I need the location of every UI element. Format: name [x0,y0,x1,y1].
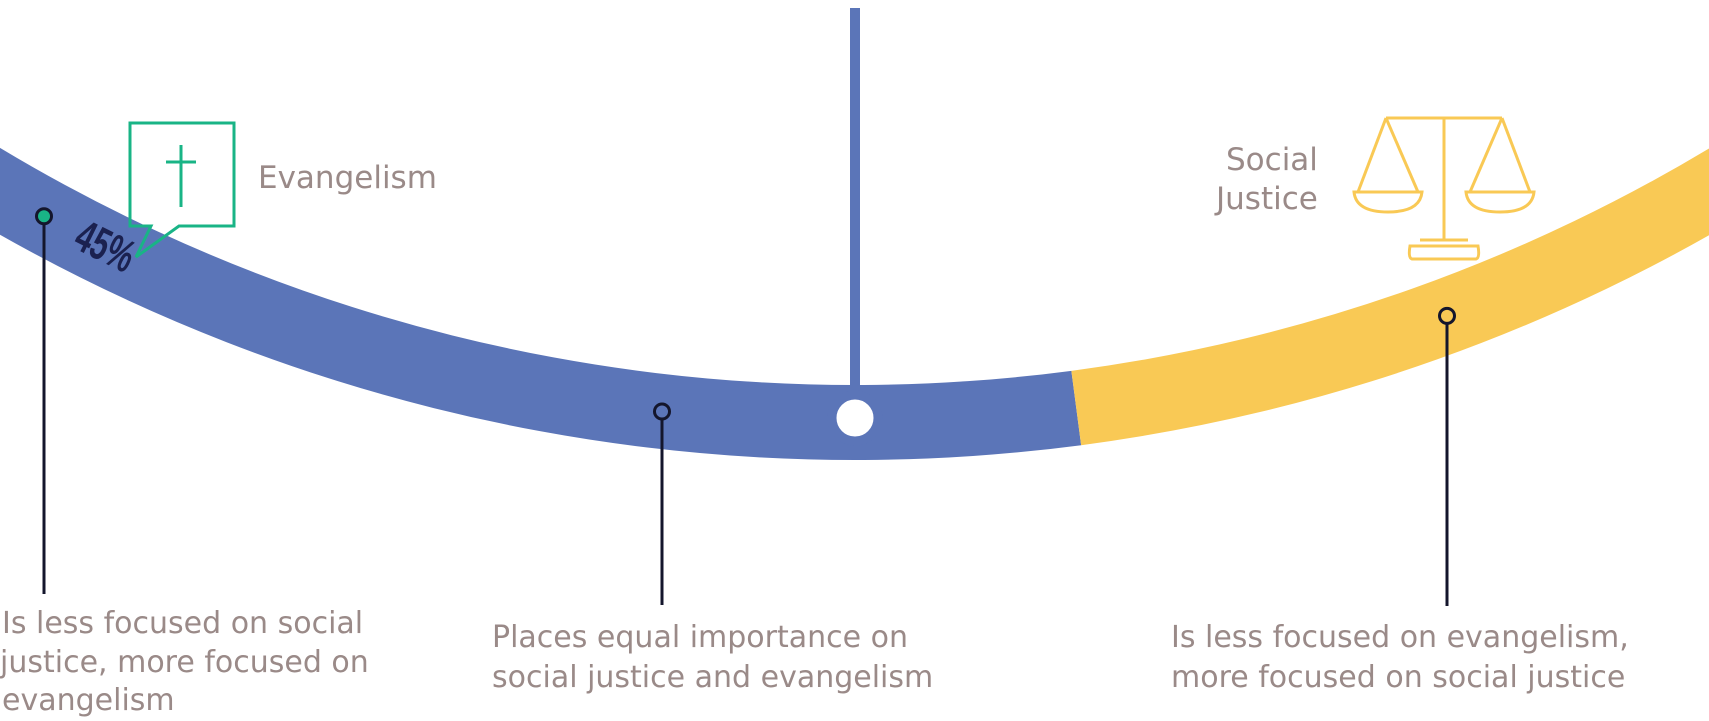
leader-lines [35,207,1456,606]
right-end-label-line2: Justice [1216,181,1318,217]
left-end-label: Evangelism [258,160,437,196]
pointer-knob [827,390,883,446]
center-pointer [827,8,883,446]
pointer-stem [850,8,860,393]
leader-ring [653,402,671,421]
scales-of-justice-icon [1352,116,1536,261]
description-middle-line2: social justice and evangelism [492,660,934,695]
description-right-line1: Is less focused on evangelism, [1171,620,1629,655]
right-end-label-line1: Social [1226,142,1318,178]
arc-segment-38 [1071,148,1709,446]
description-middle-line1: Places equal importance on [492,620,909,655]
leader-ring [1438,306,1456,325]
description-right-line2: more focused on social justice [1171,660,1626,695]
leader-ring [35,207,53,226]
cross-speech-bubble-icon [128,121,236,259]
description-left-line1: Is less focused on social [2,606,364,641]
arc-segment-45 [0,147,1082,460]
description-left-line3: evangelism [2,683,175,718]
description-left-line2: justice, more focused on [0,645,369,680]
